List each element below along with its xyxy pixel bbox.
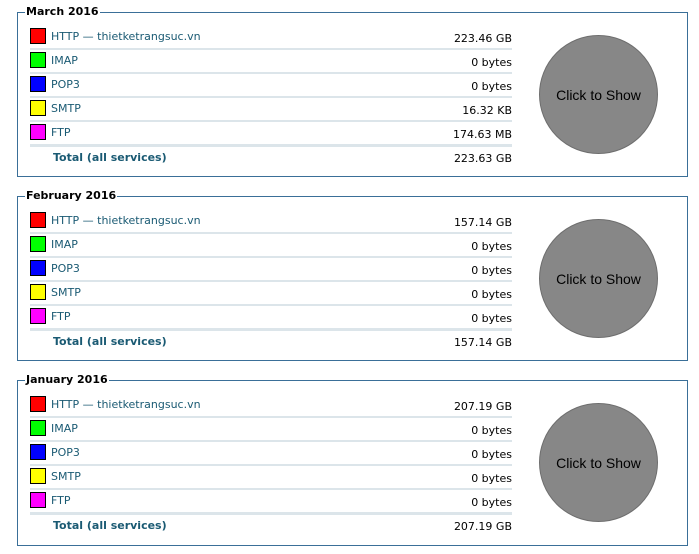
service-list: HTTP — thietketrangsuc.vn 157.14 GB IMAP…	[30, 210, 512, 351]
service-label-smtp[interactable]: SMTP	[51, 286, 81, 299]
total-value: 223.63 GB	[453, 152, 512, 165]
service-value-ftp: 0 bytes	[471, 312, 512, 325]
month-panel-february-2016: February 2016 HTTP — thietketrangsuc.vn …	[17, 189, 688, 361]
service-label-http[interactable]: HTTP — thietketrangsuc.vn	[51, 214, 201, 227]
service-label-imap[interactable]: IMAP	[51, 422, 78, 435]
total-value: 207.19 GB	[453, 520, 512, 533]
service-label-pop3[interactable]: POP3	[51, 446, 80, 459]
service-row-http: HTTP — thietketrangsuc.vn 223.46 GB	[30, 26, 512, 50]
service-value-imap: 0 bytes	[471, 56, 512, 69]
service-value-imap: 0 bytes	[471, 424, 512, 437]
total-label[interactable]: Total (all services)	[53, 335, 167, 348]
service-row-pop3: POP3 0 bytes	[30, 74, 512, 98]
service-value-pop3: 0 bytes	[471, 264, 512, 277]
service-row-http: HTTP — thietketrangsuc.vn 157.14 GB	[30, 210, 512, 234]
total-label[interactable]: Total (all services)	[53, 519, 167, 532]
service-value-http: 157.14 GB	[453, 216, 512, 229]
total-row: Total (all services) 207.19 GB	[30, 512, 512, 535]
service-value-imap: 0 bytes	[471, 240, 512, 253]
service-value-http: 207.19 GB	[453, 400, 512, 413]
click-to-show-button[interactable]: Click to Show	[539, 403, 658, 522]
color-swatch-smtp	[30, 100, 46, 116]
color-swatch-imap	[30, 420, 46, 436]
service-row-ftp: FTP 0 bytes	[30, 490, 512, 512]
color-swatch-pop3	[30, 444, 46, 460]
total-label[interactable]: Total (all services)	[53, 151, 167, 164]
total-row: Total (all services) 157.14 GB	[30, 328, 512, 351]
service-label-pop3[interactable]: POP3	[51, 78, 80, 91]
month-title: February 2016	[25, 189, 118, 203]
service-row-pop3: POP3 0 bytes	[30, 442, 512, 466]
service-label-pop3[interactable]: POP3	[51, 262, 80, 275]
service-label-smtp[interactable]: SMTP	[51, 470, 81, 483]
color-swatch-pop3	[30, 76, 46, 92]
service-value-smtp: 0 bytes	[471, 288, 512, 301]
month-panel-march-2016: March 2016 HTTP — thietketrangsuc.vn 223…	[17, 5, 688, 177]
service-row-http: HTTP — thietketrangsuc.vn 207.19 GB	[30, 394, 512, 418]
service-label-imap[interactable]: IMAP	[51, 238, 78, 251]
service-label-http[interactable]: HTTP — thietketrangsuc.vn	[51, 398, 201, 411]
color-swatch-imap	[30, 236, 46, 252]
service-list: HTTP — thietketrangsuc.vn 223.46 GB IMAP…	[30, 26, 512, 167]
color-swatch-pop3	[30, 260, 46, 276]
service-row-smtp: SMTP 0 bytes	[30, 466, 512, 490]
service-list: HTTP — thietketrangsuc.vn 207.19 GB IMAP…	[30, 394, 512, 535]
click-to-show-button[interactable]: Click to Show	[539, 35, 658, 154]
color-swatch-ftp	[30, 124, 46, 140]
service-row-smtp: SMTP 0 bytes	[30, 282, 512, 306]
month-title: January 2016	[25, 373, 109, 387]
service-label-imap[interactable]: IMAP	[51, 54, 78, 67]
service-label-ftp[interactable]: FTP	[51, 494, 71, 507]
service-row-imap: IMAP 0 bytes	[30, 234, 512, 258]
total-value: 157.14 GB	[453, 336, 512, 349]
service-value-smtp: 0 bytes	[471, 472, 512, 485]
service-label-smtp[interactable]: SMTP	[51, 102, 81, 115]
color-swatch-ftp	[30, 308, 46, 324]
service-label-ftp[interactable]: FTP	[51, 126, 71, 139]
service-row-ftp: FTP 0 bytes	[30, 306, 512, 328]
color-swatch-http	[30, 28, 46, 44]
service-value-pop3: 0 bytes	[471, 448, 512, 461]
service-row-pop3: POP3 0 bytes	[30, 258, 512, 282]
service-value-smtp: 16.32 KB	[462, 104, 512, 117]
service-value-ftp: 0 bytes	[471, 496, 512, 509]
service-value-http: 223.46 GB	[453, 32, 512, 45]
color-swatch-smtp	[30, 284, 46, 300]
color-swatch-http	[30, 396, 46, 412]
service-value-ftp: 174.63 MB	[452, 128, 512, 141]
service-row-imap: IMAP 0 bytes	[30, 50, 512, 74]
color-swatch-ftp	[30, 492, 46, 508]
color-swatch-smtp	[30, 468, 46, 484]
color-swatch-http	[30, 212, 46, 228]
service-row-ftp: FTP 174.63 MB	[30, 122, 512, 144]
service-row-smtp: SMTP 16.32 KB	[30, 98, 512, 122]
month-title: March 2016	[25, 5, 100, 19]
color-swatch-imap	[30, 52, 46, 68]
month-panel-january-2016: January 2016 HTTP — thietketrangsuc.vn 2…	[17, 373, 688, 546]
click-to-show-button[interactable]: Click to Show	[539, 219, 658, 338]
service-value-pop3: 0 bytes	[471, 80, 512, 93]
service-row-imap: IMAP 0 bytes	[30, 418, 512, 442]
total-row: Total (all services) 223.63 GB	[30, 144, 512, 167]
service-label-http[interactable]: HTTP — thietketrangsuc.vn	[51, 30, 201, 43]
service-label-ftp[interactable]: FTP	[51, 310, 71, 323]
